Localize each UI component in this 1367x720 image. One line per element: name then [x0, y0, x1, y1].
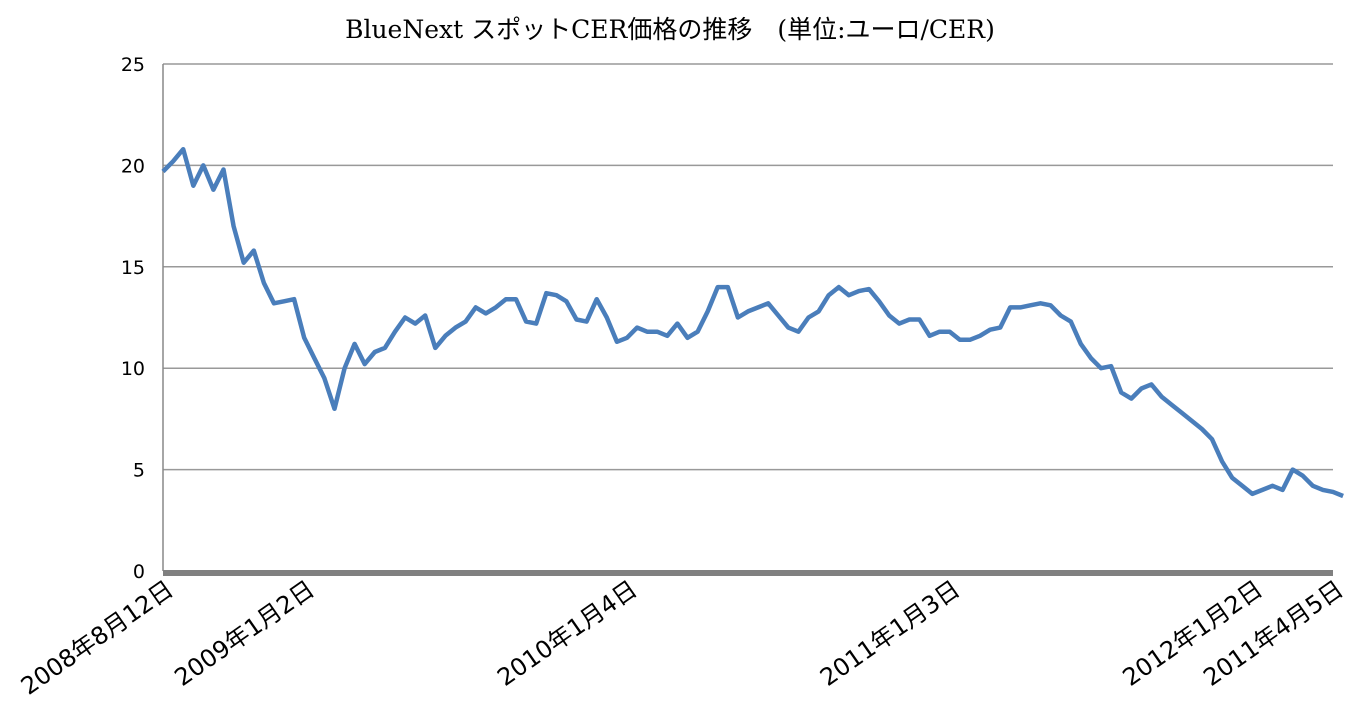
x-tick-label: 2011年1月3日 — [815, 575, 965, 692]
y-tick-label: 0 — [133, 561, 145, 583]
y-tick-label: 10 — [121, 358, 145, 380]
x-tick-label: 2011年4月5日 — [1198, 575, 1348, 692]
line-series — [161, 146, 1344, 499]
y-tick-label: 25 — [121, 54, 145, 76]
y-tick-label: 15 — [121, 257, 145, 279]
x-tick-label: 2012年1月2日 — [1118, 575, 1268, 692]
x-tick-label: 2010年1月4日 — [492, 575, 642, 692]
chart-title: BlueNext スポットCER価格の推移 (単位:ユーロ/CER) — [345, 15, 995, 44]
y-tick-label: 5 — [133, 460, 145, 482]
x-tick-label: 2009年1月2日 — [170, 575, 320, 692]
x-tick-label: 2008年8月12日 — [16, 575, 179, 701]
y-tick-label: 20 — [121, 155, 145, 177]
